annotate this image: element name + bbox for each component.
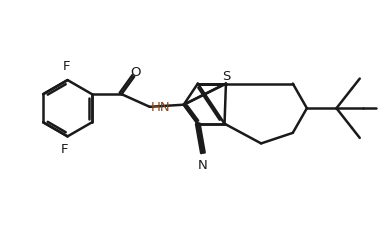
- Text: N: N: [198, 159, 207, 172]
- Text: F: F: [63, 60, 70, 73]
- Text: F: F: [60, 143, 68, 156]
- Text: HN: HN: [151, 101, 170, 114]
- Text: O: O: [131, 66, 141, 79]
- Text: S: S: [223, 70, 231, 83]
